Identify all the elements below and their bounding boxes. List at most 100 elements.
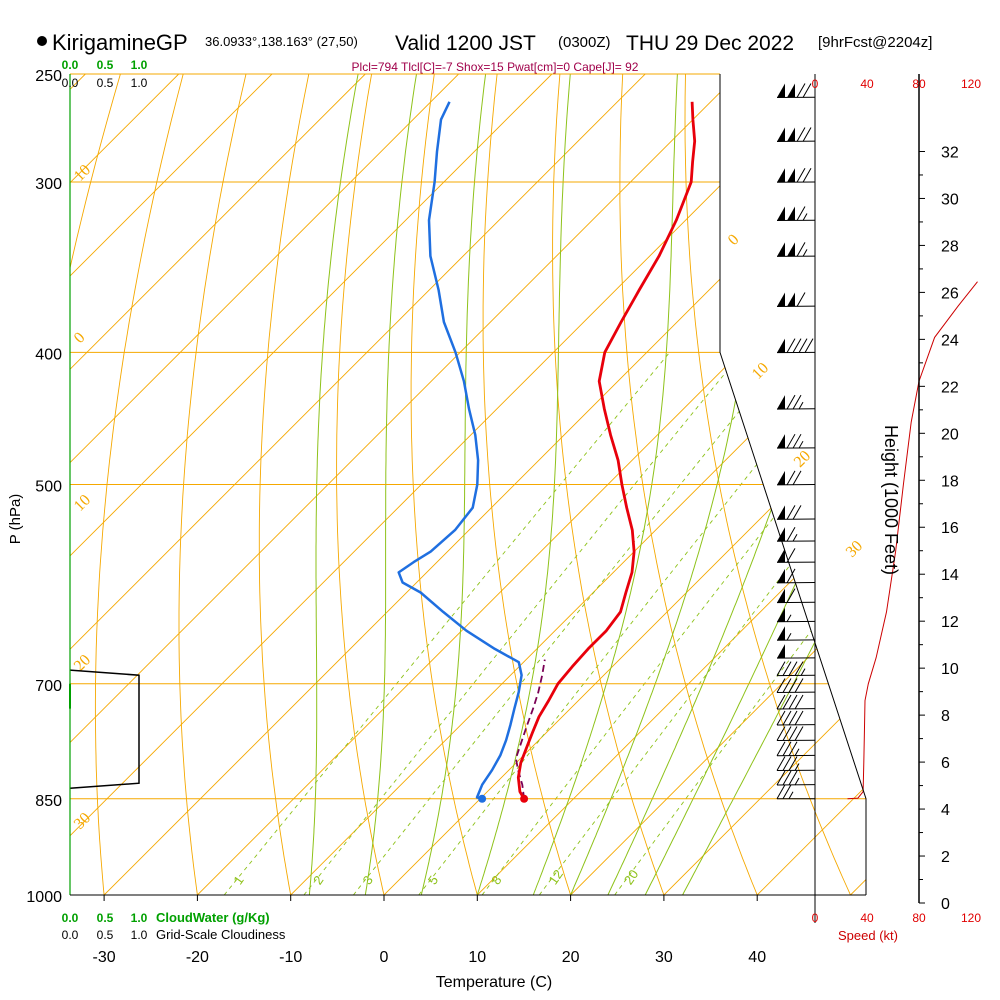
pressure-tick-label: 500 xyxy=(35,479,62,496)
speed-scale-label: 40 xyxy=(860,911,874,925)
dry-adiabat-line xyxy=(94,74,184,895)
wind-barb-full xyxy=(796,127,806,142)
height-tick-label: 28 xyxy=(941,238,959,255)
valid-date: THU 29 Dec 2022 xyxy=(626,32,794,55)
wind-barb xyxy=(776,741,816,757)
speed-scale-label: 80 xyxy=(912,911,926,925)
isotherm-line xyxy=(476,74,866,895)
mixing-ratio-line xyxy=(481,352,866,895)
pressure-tick-label: 700 xyxy=(35,678,62,695)
wind-barb-pennant xyxy=(787,206,795,221)
speed-scale-label: 120 xyxy=(961,77,981,91)
height-tick-label: 12 xyxy=(941,614,959,631)
wind-barb-half xyxy=(788,791,794,800)
wind-barb xyxy=(776,726,816,742)
cloudwater-scale-label: 0.5 xyxy=(97,58,114,72)
wind-barb-pennant xyxy=(787,168,795,183)
parcel-curve xyxy=(515,659,546,799)
pressure-tick-label: 250 xyxy=(35,68,62,85)
pressure-tick-label: 300 xyxy=(35,176,62,193)
wind-barb xyxy=(776,505,816,520)
wind-barb-full xyxy=(788,726,798,741)
temperature-tick-label: 20 xyxy=(562,949,580,966)
height-tick-label: 18 xyxy=(941,473,959,490)
mixing-ratio-label: 5 xyxy=(425,873,441,888)
pressure-tick-label: 1000 xyxy=(26,889,62,906)
height-tick-label: 16 xyxy=(941,520,959,537)
wind-barb-full xyxy=(786,338,796,353)
wind-barb xyxy=(776,548,816,563)
cloudiness-scale-label: 0.5 xyxy=(97,928,114,942)
wind-barb-pennant xyxy=(777,626,785,641)
wind-barb-pennant xyxy=(777,338,785,353)
cloudwater-scale-label: 0.0 xyxy=(62,58,79,72)
dewpoint-curve xyxy=(397,101,523,801)
wind-barb-full xyxy=(802,83,812,98)
wind-barb-full xyxy=(786,548,796,563)
wind-barb-pennant xyxy=(787,292,795,307)
wind-barb xyxy=(776,694,816,710)
pressure-tick-label: 400 xyxy=(35,346,62,363)
wind-barb-full xyxy=(786,527,796,542)
height-tick-label: 4 xyxy=(941,802,950,819)
wind-barb-full xyxy=(804,338,814,353)
mixing-ratio-label: 8 xyxy=(488,873,504,888)
temperature-tick-label: -20 xyxy=(186,949,209,966)
wind-barb xyxy=(776,661,816,677)
wind-barb-half xyxy=(794,777,800,786)
wind-barb-full xyxy=(786,568,796,584)
cloudiness-scale-label: 0.0 xyxy=(62,928,79,942)
wind-barb-full xyxy=(782,661,792,676)
wind-barb-full xyxy=(786,470,796,486)
temperature-curve xyxy=(516,101,697,800)
wind-barb-half xyxy=(802,213,808,221)
wind-barb-half xyxy=(794,763,800,771)
wind-barb xyxy=(776,338,816,354)
wind-speed-profile xyxy=(847,281,978,800)
mixing-ratio-label: 20 xyxy=(621,867,642,887)
wind-barb-half xyxy=(786,614,792,622)
station-bullet-icon xyxy=(37,36,47,46)
wind-barb-layer xyxy=(776,83,816,800)
dry-adiabat-line xyxy=(684,74,851,895)
height-tick-label: 32 xyxy=(941,144,959,161)
speed-axis-title: Speed (kt) xyxy=(838,928,898,943)
wind-barb-full xyxy=(796,242,806,257)
wind-barb xyxy=(776,527,816,542)
isotherm-line xyxy=(663,74,866,895)
temperature-tick-label: 10 xyxy=(468,949,486,966)
wind-barb-pennant xyxy=(777,83,785,98)
wind-barb-full xyxy=(782,678,792,693)
wind-barb xyxy=(776,83,816,99)
wind-barb-pennant xyxy=(777,434,785,449)
wind-barb xyxy=(776,607,816,623)
valid-time: Valid 1200 JST xyxy=(395,32,536,55)
wind-barb-pennant xyxy=(777,242,785,257)
wind-barb xyxy=(776,588,816,604)
speed-scale-label: 0 xyxy=(812,77,819,91)
height-tick-label: 24 xyxy=(941,332,959,349)
mixing-ratio-label: 3 xyxy=(359,873,375,888)
plot-frame-right xyxy=(719,74,867,895)
height-axis-title: Height (1000 Feet) xyxy=(881,425,901,575)
speed-scale-label: 120 xyxy=(961,911,981,925)
wind-barb xyxy=(776,206,816,222)
mixing-ratio-line xyxy=(418,352,847,895)
isotherm-label: 20 xyxy=(791,447,814,470)
wind-barb-pennant xyxy=(777,127,785,142)
wind-barb-pennant xyxy=(777,607,785,622)
wind-barb-full xyxy=(776,726,786,741)
wind-barb-full xyxy=(796,206,806,221)
isotherm-label: 10 xyxy=(71,491,94,514)
wind-barb-full xyxy=(788,770,798,786)
dry-adiabat-line xyxy=(410,74,478,895)
wind-barb-half xyxy=(798,440,804,449)
wind-barb-pennant xyxy=(787,127,795,142)
wind-barb xyxy=(776,710,816,726)
wind-barb-half xyxy=(786,632,792,641)
surface-dewpoint-point xyxy=(478,794,487,803)
height-tick-label: 10 xyxy=(941,661,959,678)
cloudiness-profile xyxy=(69,669,140,789)
wind-barb-pennant xyxy=(787,83,795,98)
